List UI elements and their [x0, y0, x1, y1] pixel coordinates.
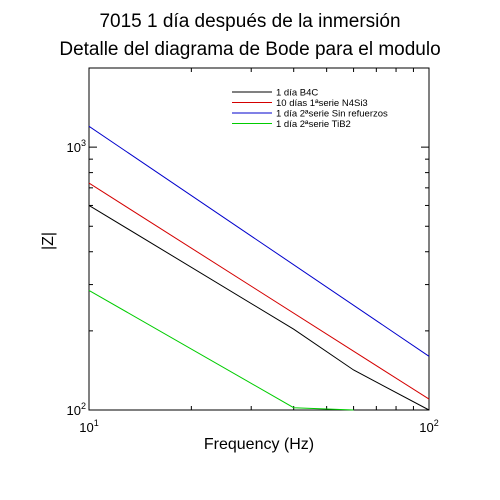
y-tick-label: 102	[67, 401, 86, 418]
series-line-4	[88, 289, 354, 411]
x-axis-title: Frequency (Hz)	[204, 436, 314, 453]
series-line-1	[88, 204, 430, 411]
series-line-3	[88, 125, 430, 357]
plot-area-frame	[88, 67, 430, 411]
series-layer	[88, 125, 430, 411]
y-axis-title: |Z|	[40, 232, 57, 250]
y-tick-label: 103	[67, 138, 86, 155]
legend-label-4: 1 día 2ªserie TiB2	[276, 119, 351, 130]
chart-subtitle: Detalle del diagrama de Bode para el mod…	[59, 39, 441, 60]
legend-label-3: 1 día 2ªserie Sin refuerzos	[276, 109, 388, 120]
x-tick-label: 102	[419, 418, 438, 435]
x-tick-label: 101	[79, 418, 98, 435]
legend-label-2: 10 días 1ªserie N4Si3	[276, 98, 368, 109]
legend-label-1: 1 día B4C	[276, 88, 318, 99]
series-line-2	[88, 182, 430, 400]
chart-title: 7015 1 día después de la inmersión	[99, 11, 401, 32]
